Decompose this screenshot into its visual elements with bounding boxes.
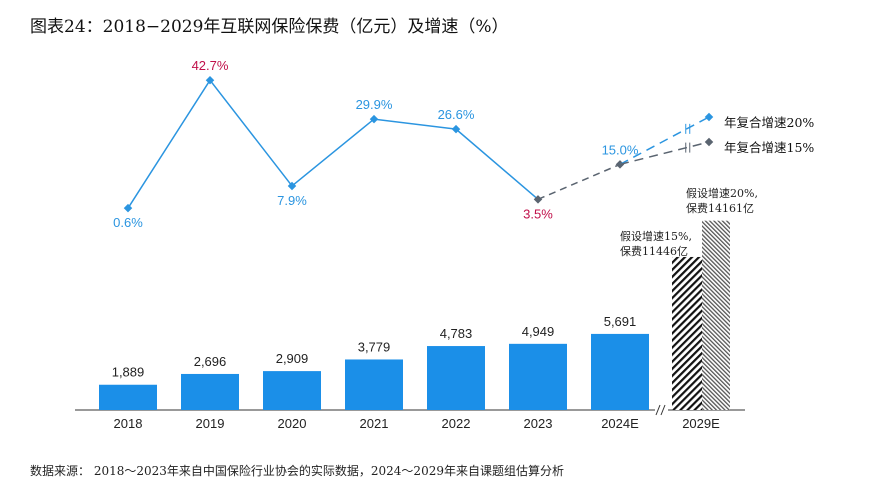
growth-value-label: 26.6% bbox=[438, 107, 475, 122]
x-tick-label: 2023 bbox=[524, 416, 553, 431]
bar-value-label: 1,889 bbox=[112, 365, 145, 380]
x-tick-label: 2021 bbox=[360, 416, 389, 431]
x-tick-label: 2020 bbox=[278, 416, 307, 431]
x-tick-label: 2019 bbox=[196, 416, 225, 431]
growth-value-label: 7.9% bbox=[277, 193, 307, 208]
bar-value-label: 4,783 bbox=[440, 326, 473, 341]
growth-marker bbox=[287, 181, 297, 191]
growth-value-label: 29.9% bbox=[356, 97, 393, 112]
growth-line bbox=[127, 78, 539, 209]
growth-value-label: 42.7% bbox=[192, 58, 229, 73]
bar-2021 bbox=[345, 359, 403, 410]
growth-value-label: 15.0% bbox=[602, 142, 639, 157]
bar-2019 bbox=[181, 373, 239, 410]
bar-2018 bbox=[99, 384, 157, 410]
growth-projection-line bbox=[537, 163, 621, 201]
bar-2024E bbox=[591, 333, 649, 410]
bar-value-label: 2,909 bbox=[276, 351, 309, 366]
growth-marker bbox=[369, 114, 379, 124]
x-tick-label: 2018 bbox=[114, 416, 143, 431]
chart-title: 图表24：2018−2029年互联网保险保费（亿元）及增速（%） bbox=[30, 17, 509, 37]
projection-label: 保费11446亿 bbox=[620, 244, 688, 258]
projection-label: 假设增速20%, bbox=[686, 186, 758, 200]
cagr-line bbox=[619, 116, 710, 166]
axis-break-mark bbox=[655, 404, 661, 416]
cagr-label: 年复合增速20% bbox=[724, 115, 814, 130]
growth-value-label: 3.5% bbox=[523, 206, 553, 221]
x-tick-label: 2029E bbox=[682, 416, 720, 431]
cagr-label: 年复合增速15% bbox=[724, 140, 814, 155]
axis-break-mark bbox=[660, 404, 666, 416]
projection-bar-15% bbox=[672, 256, 702, 410]
cagr-end-marker bbox=[704, 112, 714, 122]
bar-2023 bbox=[509, 343, 567, 410]
x-tick-label: 2024E bbox=[601, 416, 639, 431]
bar-value-label: 2,696 bbox=[194, 354, 227, 369]
growth-value-label: 0.6% bbox=[113, 215, 143, 230]
bar-2022 bbox=[427, 346, 485, 410]
bar-value-label: 3,779 bbox=[358, 339, 391, 354]
cagr-end-marker bbox=[704, 137, 714, 147]
growth-marker bbox=[205, 75, 215, 85]
growth-marker bbox=[123, 203, 133, 213]
cagr-line bbox=[619, 141, 710, 166]
projection-bar-20% bbox=[702, 220, 730, 410]
bar-value-label: 4,949 bbox=[522, 324, 555, 339]
growth-marker bbox=[451, 124, 461, 134]
projection-label: 假设增速15%, bbox=[620, 229, 692, 243]
source-note: 数据来源： 2018～2023年来自中国保险行业协会的实际数据，2024～202… bbox=[30, 464, 564, 478]
x-tick-label: 2022 bbox=[442, 416, 471, 431]
bar-value-label: 5,691 bbox=[604, 314, 637, 329]
bar-2020 bbox=[263, 371, 321, 410]
projection-label: 保费14161亿 bbox=[686, 201, 754, 215]
